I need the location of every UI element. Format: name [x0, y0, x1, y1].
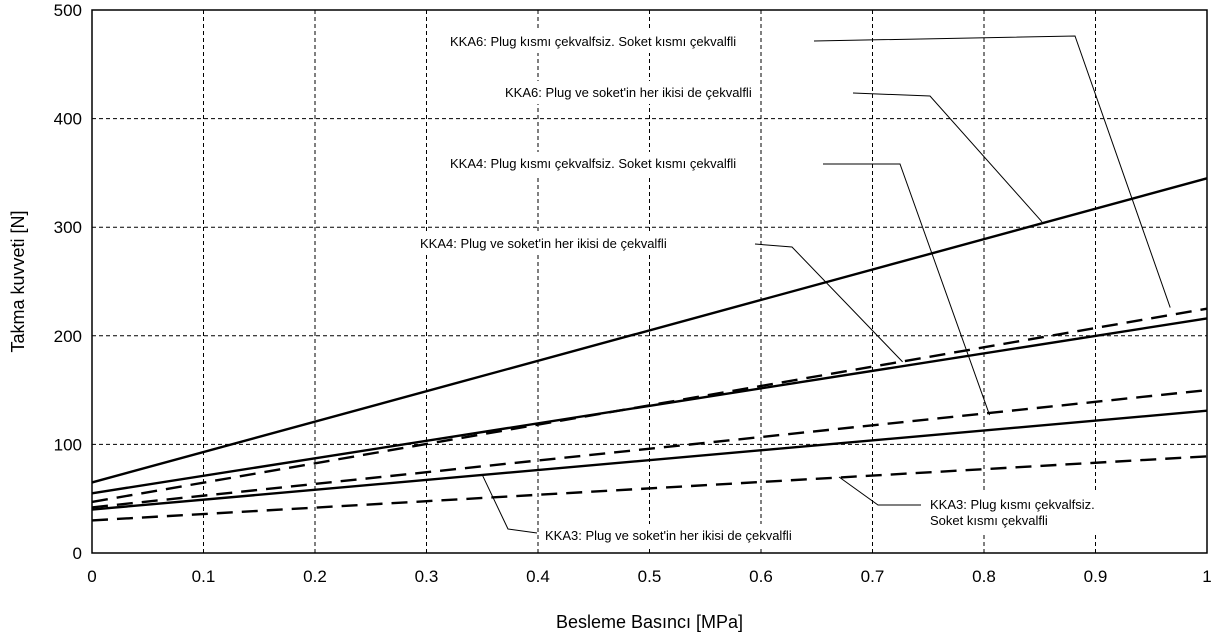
plot-frame — [91, 9, 1208, 554]
annotation-kka3-plug: KKA3: Plug kısmı çekvalfsiz.Soket kısmı … — [930, 497, 1095, 528]
annotation-kka3-both: KKA3: Plug ve soket'in her ikisi de çekv… — [545, 528, 792, 543]
annotation-bg — [444, 152, 743, 175]
annotation-bg — [499, 81, 758, 104]
annotation-kka6-plug: KKA6: Plug kısmı çekvalfsiz. Soket kısmı… — [450, 34, 736, 49]
x-tick-label: 0.2 — [303, 567, 327, 586]
x-tick-label: 1 — [1202, 567, 1211, 586]
annotation-leader-kka4-plug — [823, 163, 991, 416]
y-tick-label: 500 — [54, 1, 82, 20]
annotation-kka6-both: KKA6: Plug ve soket'in her ikisi de çekv… — [505, 85, 752, 100]
x-axis-label: Besleme Basıncı [MPa] — [556, 612, 743, 632]
annotation-label-line: KKA6: Plug ve soket'in her ikisi de çekv… — [505, 85, 752, 100]
series-line-kka3-both — [91, 409, 1208, 511]
annotation-label-line: KKA4: Plug kısmı çekvalfsiz. Soket kısmı… — [450, 156, 736, 171]
x-tick-label: 0.1 — [192, 567, 216, 586]
series-line-kka4-plug — [91, 388, 1208, 509]
x-tick-label: 0.4 — [526, 567, 550, 586]
series-line-kka6-both — [91, 177, 1208, 484]
annotation-bg — [414, 232, 673, 255]
annotation-leader-kka3-both — [481, 474, 538, 534]
series-layer — [91, 177, 1208, 522]
annotation-bg — [924, 493, 1101, 532]
label-backgrounds — [414, 30, 1101, 547]
annotation-labels: KKA6: Plug kısmı çekvalfsiz. Soket kısmı… — [420, 34, 1095, 543]
y-tick-label: 0 — [73, 544, 82, 563]
x-tick-label: 0.7 — [861, 567, 885, 586]
y-axis-label: Takma kuvveti [N] — [8, 210, 28, 352]
annotation-label-line: KKA3: Plug kısmı çekvalfsiz. — [930, 497, 1095, 512]
annotation-label-line: KKA4: Plug ve soket'in her ikisi de çekv… — [420, 236, 667, 251]
series-line-kka3-plug — [91, 455, 1208, 522]
annotation-bg — [444, 30, 743, 53]
annotation-leader-kka4-both — [754, 243, 903, 363]
annotation-label-line: KKA6: Plug kısmı çekvalfsiz. Soket kısmı… — [450, 34, 736, 49]
annotation-leader-kka6-plug — [813, 35, 1171, 308]
tick-labels: 0 0.1 0.2 0.3 0.4 0.5 0.6 0.7 0.8 0.9 1 0 100 200 300 4… — [54, 1, 1212, 586]
series-line-kka4-both — [91, 317, 1208, 495]
annotation-label-line: KKA3: Plug ve soket'in her ikisi de çekv… — [545, 528, 792, 543]
annotation-bg — [539, 524, 798, 547]
y-tick-label: 300 — [54, 218, 82, 237]
grid-layer — [92, 10, 1207, 553]
annotation-kka4-both: KKA4: Plug ve soket'in her ikisi de çekv… — [420, 236, 667, 251]
x-tick-label: 0.6 — [749, 567, 773, 586]
annotation-label-line: Soket kısmı çekvalfli — [930, 513, 1048, 528]
y-tick-label: 100 — [54, 435, 82, 454]
x-tick-label: 0.8 — [972, 567, 996, 586]
annotation-leader-kka6-both — [852, 92, 1043, 223]
annotation-kka4-plug: KKA4: Plug kısmı çekvalfsiz. Soket kısmı… — [450, 156, 736, 171]
annotation-leader-kka3-plug — [838, 476, 921, 506]
x-tick-label: 0 — [87, 567, 96, 586]
x-tick-label: 0.3 — [415, 567, 439, 586]
y-tick-label: 200 — [54, 327, 82, 346]
x-tick-label: 0.5 — [638, 567, 662, 586]
y-tick-label: 400 — [54, 110, 82, 129]
annotation-leaders — [481, 35, 1171, 534]
x-tick-label: 0.9 — [1084, 567, 1108, 586]
